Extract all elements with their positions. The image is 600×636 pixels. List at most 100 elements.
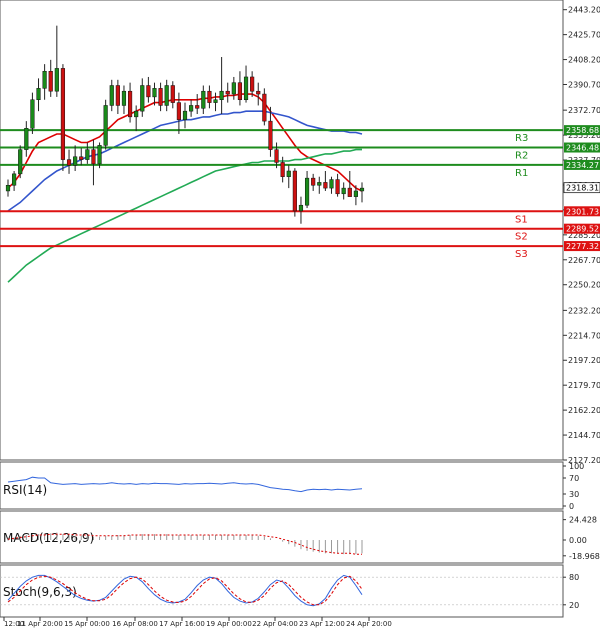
stoch-y-axis: 80 20 bbox=[0, 573, 579, 610]
candle-body bbox=[97, 145, 102, 165]
candle-body bbox=[268, 120, 273, 150]
pivot-level-label: R3 bbox=[515, 133, 528, 144]
candle-body bbox=[304, 177, 310, 206]
candle-body bbox=[134, 110, 139, 118]
current-price-tag bbox=[563, 182, 600, 194]
candle-body bbox=[12, 173, 17, 186]
candle-body bbox=[231, 82, 236, 95]
candle-body bbox=[335, 179, 340, 195]
pivot-level-label: S1 bbox=[515, 214, 528, 225]
candle-body bbox=[201, 90, 206, 109]
candle-body bbox=[73, 156, 78, 166]
macd-y-axis: 24.428 0.00 -18.968 bbox=[563, 516, 600, 561]
price-panel: 2443.20 2425.70 2408.20 2390.70 2372.70 2355.… bbox=[0, 0, 600, 465]
candle-body bbox=[79, 156, 84, 160]
rsi-plot-frame bbox=[0, 461, 564, 510]
candle-body bbox=[146, 85, 151, 98]
candle-body bbox=[256, 90, 261, 95]
pivot-price-tag bbox=[564, 206, 600, 217]
candle-body bbox=[207, 90, 212, 103]
candle-body bbox=[170, 85, 175, 103]
candle-body bbox=[329, 179, 334, 189]
price-y-tick-label: 2127.20 bbox=[568, 456, 600, 465]
candle-body bbox=[18, 149, 23, 175]
candle-body bbox=[66, 159, 72, 166]
candle-body bbox=[353, 190, 358, 197]
pivot-price-tag-label: 2289.52 bbox=[566, 225, 599, 234]
pivot-price-tag-label: 2346.48 bbox=[566, 144, 599, 153]
candle-body bbox=[262, 93, 267, 122]
current-price-label: 2318.31 bbox=[566, 184, 599, 193]
candle-body bbox=[292, 170, 297, 212]
candles bbox=[5, 25, 365, 224]
stoch-y-tick-label: 80 bbox=[569, 573, 579, 582]
stoch-panel: Stoch(9,6,3) 80 20 bbox=[0, 564, 579, 618]
rsi-y-tick-label: 70 bbox=[569, 474, 579, 483]
candle-body bbox=[311, 177, 316, 186]
candle-body bbox=[140, 85, 145, 112]
candle-body bbox=[158, 88, 163, 106]
moving-average-line bbox=[7, 148, 362, 283]
x-tick-label: 17 Apr 16:00 bbox=[159, 620, 205, 628]
candle-body bbox=[213, 99, 218, 103]
price-y-tick-label: 2232.20 bbox=[568, 306, 600, 315]
candle-body bbox=[91, 149, 96, 165]
price-y-tick-label: 2285.20 bbox=[568, 231, 600, 240]
candle-body bbox=[115, 85, 120, 106]
price-y-tick-label: 2355.20 bbox=[568, 131, 600, 140]
stoch-y-tick-label: 20 bbox=[569, 601, 579, 610]
rsi-y-tick-label: 0 bbox=[569, 502, 574, 511]
pivot-price-tag-label: 2301.73 bbox=[566, 207, 599, 216]
price-y-tick-label: 2408.20 bbox=[568, 56, 600, 65]
price-y-tick-label: 2214.70 bbox=[568, 331, 600, 340]
stoch-line bbox=[7, 574, 363, 607]
pivot-price-tag-label: 2334.27 bbox=[566, 161, 599, 170]
current-price-marker: 2318.31 bbox=[563, 182, 600, 194]
x-tick-label: 12:00 bbox=[4, 620, 24, 628]
candle-body bbox=[274, 149, 279, 163]
pivot-price-tag-label: 2277.32 bbox=[566, 242, 599, 251]
candle-body bbox=[286, 170, 291, 177]
candle-body bbox=[48, 71, 53, 92]
rsi-y-axis: 100 70 30 0 bbox=[563, 462, 584, 511]
candle-body bbox=[359, 187, 365, 192]
candle-body bbox=[109, 85, 114, 106]
candle-body bbox=[195, 105, 200, 109]
macd-panel: MACD(12,26,9) 24.428 0.00 -18.968 bbox=[0, 510, 600, 564]
macd-y-tick-label: 0.00 bbox=[569, 536, 587, 545]
candle-body bbox=[298, 204, 304, 212]
rsi-panel: RSI(14) 100 70 30 0 bbox=[0, 461, 584, 511]
candle-body bbox=[176, 102, 181, 120]
candle-body bbox=[280, 162, 285, 177]
pivot-level-label: R2 bbox=[515, 151, 528, 162]
candle-body bbox=[36, 88, 41, 101]
pivot-price-tag bbox=[564, 125, 600, 136]
candle-body bbox=[42, 71, 47, 89]
price-y-tick-label: 2197.20 bbox=[568, 356, 600, 365]
candle-body bbox=[182, 110, 188, 120]
candle-body bbox=[5, 185, 11, 192]
rsi-lines bbox=[7, 476, 363, 493]
candle-body bbox=[323, 182, 328, 189]
price-y-tick-label: 2144.70 bbox=[568, 431, 600, 440]
pivot-level-label: S2 bbox=[515, 232, 528, 243]
price-y-tick-label: 2179.70 bbox=[568, 381, 600, 390]
stoch-lines bbox=[7, 574, 363, 607]
rsi-line bbox=[7, 476, 363, 493]
candle-body bbox=[30, 99, 35, 129]
candle-body bbox=[164, 85, 169, 106]
candle-body bbox=[347, 187, 352, 197]
macd-y-tick-label: -18.968 bbox=[569, 552, 600, 561]
candle-body bbox=[121, 90, 127, 106]
candle-body bbox=[250, 76, 255, 92]
pivot-price-tag bbox=[564, 241, 600, 252]
price-y-tick-label: 2250.20 bbox=[568, 281, 600, 290]
macd-signal bbox=[7, 533, 362, 555]
candle-body bbox=[24, 128, 29, 150]
price-y-tick-label: 2443.20 bbox=[568, 6, 600, 15]
x-tick-label: 19 Apr 00:00 bbox=[206, 620, 252, 628]
pivot-price-tag-label: 2358.68 bbox=[566, 126, 599, 135]
price-y-tick-label: 2267.70 bbox=[568, 256, 600, 265]
